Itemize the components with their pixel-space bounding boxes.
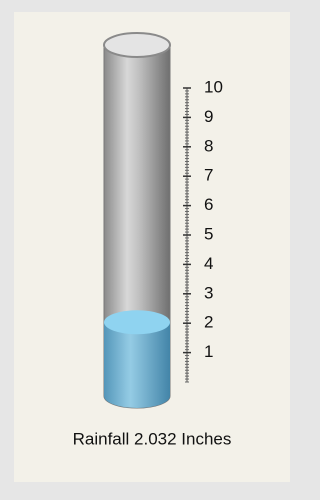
tick-label: 4 — [204, 254, 213, 273]
tick-label: 2 — [204, 313, 213, 332]
tube-top — [104, 33, 170, 57]
tick-label: 7 — [204, 166, 213, 185]
page: {"chart_data": {"type": "cylinder", "val… — [0, 0, 304, 495]
tick-label: 6 — [204, 195, 213, 214]
liquid-surface — [104, 310, 170, 334]
tick-label: 8 — [204, 136, 213, 155]
chart: 1 2 3 4 5 6 7 8 9 10 Rainfall 2.032 Inches — [0, 0, 304, 495]
value-caption: Rainfall 2.032 Inches — [73, 429, 232, 448]
tick-label: 9 — [204, 107, 213, 126]
liquid — [104, 322, 170, 408]
tick-label: 1 — [204, 342, 213, 361]
tick-label: 3 — [204, 283, 213, 302]
tick-label: 10 — [204, 77, 223, 96]
tick-label: 5 — [204, 224, 213, 243]
